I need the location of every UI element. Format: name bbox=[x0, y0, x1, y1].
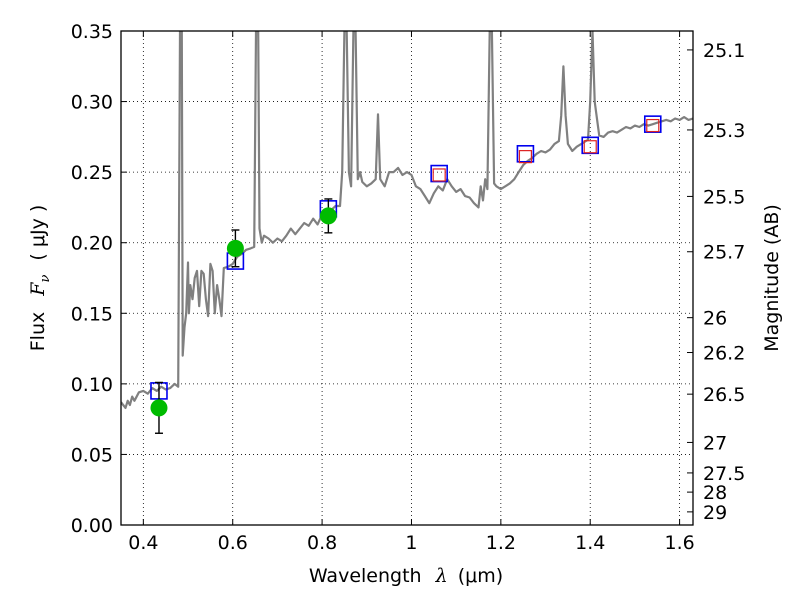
observed-point-marker bbox=[319, 207, 337, 225]
y2-tick-label: 25.7 bbox=[703, 242, 745, 264]
y-tick-label: 0.30 bbox=[71, 92, 113, 114]
model-square-marker bbox=[516, 144, 535, 163]
y2-tick-label: 26.5 bbox=[703, 384, 745, 406]
y2-tick-label: 27 bbox=[703, 432, 727, 454]
y-tick-label: 0.35 bbox=[71, 21, 113, 43]
y-tick-label: 0.00 bbox=[71, 515, 113, 537]
y2-tick-label: 26.2 bbox=[703, 343, 745, 365]
plot-frame bbox=[120, 30, 694, 526]
model-small-square-marker bbox=[432, 168, 446, 182]
photometry-markers bbox=[150, 115, 662, 434]
x-tick-label: 1 bbox=[405, 532, 417, 554]
y2-tick-label: 29 bbox=[703, 502, 727, 524]
model-small-square-marker bbox=[646, 118, 660, 133]
axis-ticks: 0.4 0.6 0.8 1 1.2 1.4 1.6 0.00 0.05 0.10 0.15 0.20 0… bbox=[71, 21, 746, 554]
y2-tick-label: 25.5 bbox=[703, 186, 745, 208]
y2-tick-label: 25.1 bbox=[703, 40, 745, 62]
y-axis-label: Flux Fν ( μJy ) bbox=[27, 205, 54, 352]
x-axis-label: Wavelength λ (μm) bbox=[309, 565, 503, 587]
x-tick-label: 1.2 bbox=[486, 532, 516, 554]
right-axis-label: Magnitude (AB) bbox=[761, 204, 783, 352]
x-tick-label: 0.6 bbox=[218, 532, 248, 554]
model-small-square-marker bbox=[518, 150, 533, 164]
y2-tick-label: 25.3 bbox=[703, 120, 745, 142]
x-tick-label: 1.4 bbox=[575, 532, 605, 554]
observed-point-marker bbox=[150, 399, 168, 417]
x-tick-label: 0.8 bbox=[307, 532, 337, 554]
y-tick-label: 0.15 bbox=[71, 303, 113, 325]
y-tick-label: 0.05 bbox=[71, 444, 113, 466]
y2-tick-label: 27.5 bbox=[703, 463, 745, 485]
y2-tick-label: 26 bbox=[703, 308, 727, 330]
x-tick-label: 0.4 bbox=[128, 532, 158, 554]
y2-tick-label: 28 bbox=[703, 482, 727, 504]
x-tick-label: 1.6 bbox=[664, 532, 694, 554]
model-small-square-marker bbox=[583, 140, 597, 154]
y-tick-label: 0.20 bbox=[71, 233, 113, 255]
y-tick-label: 0.10 bbox=[71, 374, 113, 396]
observed-point-marker bbox=[226, 239, 244, 257]
y-tick-label: 0.25 bbox=[71, 162, 113, 184]
